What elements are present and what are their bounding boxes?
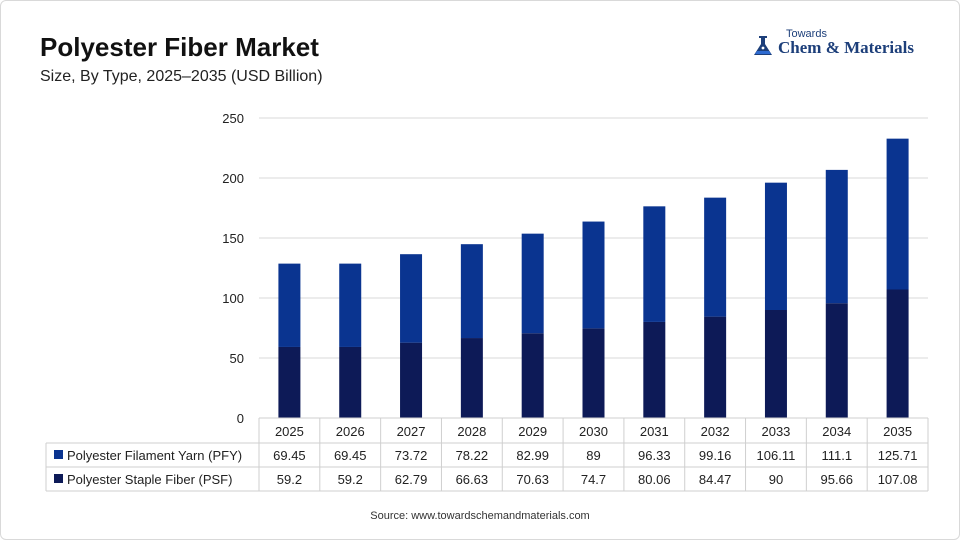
data-label-pfy: 82.99 [516, 448, 549, 463]
bar-pfy [886, 138, 909, 290]
y-tick-label: 50 [230, 351, 244, 366]
logo-text-main: Chem & Materials [778, 38, 914, 57]
data-label-psf: 62.79 [395, 472, 428, 487]
bar-pfy [825, 169, 848, 304]
bar-psf [582, 328, 605, 418]
bar-pfy [339, 263, 362, 347]
bar-pfy [704, 197, 727, 317]
bar-pfy [582, 221, 605, 329]
data-label-pfy: 69.45 [334, 448, 367, 463]
bar-psf [400, 342, 423, 418]
data-label-pfy: 89 [586, 448, 600, 463]
x-tick-label: 2035 [883, 424, 912, 439]
bar-psf [278, 346, 301, 418]
data-label-psf: 59.2 [338, 472, 363, 487]
x-tick-label: 2033 [761, 424, 790, 439]
legend-label-psf: Polyester Staple Fiber (PSF) [67, 472, 232, 487]
data-label-pfy: 106.11 [757, 448, 796, 463]
data-label-pfy: 125.71 [878, 448, 918, 463]
y-tick-label: 150 [222, 231, 244, 246]
x-tick-label: 2032 [701, 424, 730, 439]
chart-subtitle: Size, By Type, 2025–2035 (USD Billion) [40, 68, 323, 85]
data-label-psf: 95.66 [820, 472, 853, 487]
x-tick-label: 2030 [579, 424, 608, 439]
x-tick-label: 2031 [640, 424, 669, 439]
y-tick-label: 100 [222, 291, 244, 306]
bar-psf [339, 346, 362, 418]
data-label-pfy: 73.72 [395, 448, 428, 463]
data-label-pfy: 99.16 [699, 448, 732, 463]
bar-psf [521, 333, 544, 418]
y-tick-label: 200 [222, 171, 244, 186]
x-tick-label: 2029 [518, 424, 547, 439]
bar-pfy [278, 263, 301, 347]
data-label-pfy: 78.22 [456, 448, 489, 463]
source-note: Source: www.towardschemandmaterials.com [370, 510, 590, 522]
x-tick-label: 2034 [822, 424, 851, 439]
x-tick-label: 2028 [457, 424, 486, 439]
bar-psf [825, 303, 848, 418]
legend-label-pfy: Polyester Filament Yarn (PFY) [67, 448, 242, 463]
bar-pfy [764, 182, 787, 310]
bar-pfy [643, 206, 666, 322]
data-label-psf: 74.7 [581, 472, 606, 487]
bar-psf [643, 321, 666, 418]
bar-pfy [400, 254, 423, 343]
data-label-psf: 70.63 [516, 472, 549, 487]
data-label-psf: 66.63 [456, 472, 489, 487]
bar-pfy [521, 233, 544, 334]
bar-psf [886, 289, 909, 418]
x-tick-label: 2026 [336, 424, 365, 439]
data-label-pfy: 96.33 [638, 448, 671, 463]
data-label-psf: 107.08 [878, 472, 918, 487]
x-tick-label: 2025 [275, 424, 304, 439]
y-tick-label: 0 [237, 411, 244, 426]
data-label-pfy: 111.1 [821, 448, 852, 463]
data-label-pfy: 69.45 [273, 448, 306, 463]
chart-title: Polyester Fiber Market [40, 32, 319, 62]
bar-psf [764, 310, 787, 418]
legend-swatch-pfy [54, 450, 63, 459]
x-tick-label: 2027 [397, 424, 426, 439]
data-label-psf: 90 [769, 472, 783, 487]
y-tick-label: 250 [222, 111, 244, 126]
logo-text-small: Towards [786, 28, 827, 40]
brand-logo: Towards Chem & Materials [750, 28, 930, 64]
bar-psf [704, 316, 727, 418]
bar-pfy [460, 244, 483, 339]
flask-icon [754, 36, 772, 55]
bar-psf [460, 338, 483, 418]
data-label-psf: 59.2 [277, 472, 302, 487]
data-label-psf: 80.06 [638, 472, 671, 487]
legend-swatch-psf [54, 474, 63, 483]
data-label-psf: 84.47 [699, 472, 732, 487]
